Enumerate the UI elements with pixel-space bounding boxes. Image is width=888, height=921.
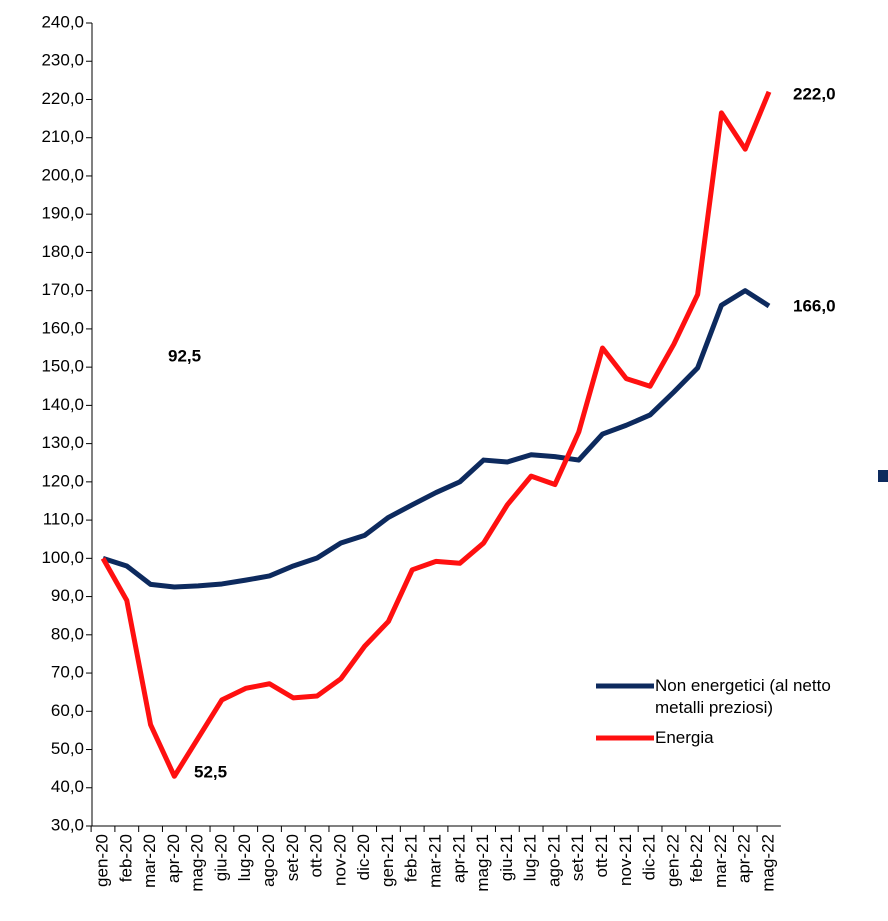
y-tick-label: 100,0 xyxy=(41,548,84,567)
y-tick-label: 160,0 xyxy=(41,318,84,337)
y-tick-label: 140,0 xyxy=(41,395,84,414)
x-tick-label: mar-22 xyxy=(711,834,730,888)
x-tick-label: mag-20 xyxy=(188,834,207,892)
series-line xyxy=(102,288,771,590)
legend-label: Non energetici (al netto metalli prezios… xyxy=(655,676,831,717)
y-tick-label: 200,0 xyxy=(41,165,84,184)
x-tick-label: giu-21 xyxy=(497,834,516,881)
y-tick-label: 80,0 xyxy=(51,624,84,643)
annotation: 222,0 xyxy=(793,84,836,103)
x-tick-label: feb-20 xyxy=(116,834,135,882)
x-tick-label: apr-20 xyxy=(164,834,183,883)
x-tick-label: nov-21 xyxy=(616,834,635,886)
x-tick-label: set-20 xyxy=(283,834,302,881)
series-line xyxy=(100,90,772,779)
y-tick-label: 240,0 xyxy=(41,12,84,31)
y-tick-label: 190,0 xyxy=(41,204,84,223)
x-tick-label: ott-20 xyxy=(307,834,326,877)
x-tick-label: mar-21 xyxy=(425,834,444,888)
x-tick-label: feb-22 xyxy=(687,834,706,882)
x-tick-label: apr-21 xyxy=(449,834,468,883)
x-tick-label: gen-20 xyxy=(92,834,111,887)
x-tick-label: mag-21 xyxy=(473,834,492,892)
y-tick-label: 150,0 xyxy=(41,357,84,376)
x-tick-label: ott-21 xyxy=(592,834,611,877)
y-tick-label: 110,0 xyxy=(43,510,84,529)
y-tick-label: 30,0 xyxy=(51,815,84,834)
y-tick-label: 230,0 xyxy=(41,51,84,70)
x-tick-label: giu-20 xyxy=(211,834,230,881)
x-tick-label: apr-22 xyxy=(735,834,754,883)
x-tick-label: ago-20 xyxy=(259,834,278,887)
x-tick-label: mag-22 xyxy=(758,834,777,892)
x-tick-label: gen-21 xyxy=(378,834,397,887)
y-tick-label: 130,0 xyxy=(41,433,84,452)
y-tick-label: 60,0 xyxy=(51,701,84,720)
annotation: 52,5 xyxy=(194,762,227,781)
y-tick-label: 120,0 xyxy=(41,471,84,490)
y-tick-label: 210,0 xyxy=(41,127,84,146)
x-tick-label: mar-20 xyxy=(140,834,159,888)
x-tick-label: gen-22 xyxy=(663,834,682,887)
x-tick-label: dic-20 xyxy=(354,834,373,880)
x-tick-label: nov-20 xyxy=(330,834,349,886)
x-tick-label: dic-21 xyxy=(640,834,659,880)
y-tick-label: 180,0 xyxy=(41,242,84,261)
x-tick-label: ago-21 xyxy=(544,834,563,887)
x-tick-label: feb-21 xyxy=(402,834,421,882)
x-tick-label: lug-21 xyxy=(521,834,540,881)
y-tick-label: 220,0 xyxy=(41,89,84,108)
x-tick-label: lug-20 xyxy=(235,834,254,881)
x-tick-label: set-21 xyxy=(568,834,587,881)
legend-label: Energia xyxy=(655,728,714,747)
y-tick-label: 90,0 xyxy=(51,586,84,605)
annotation: 92,5 xyxy=(168,346,201,365)
y-tick-label: 70,0 xyxy=(51,663,84,682)
y-tick-label: 40,0 xyxy=(51,777,84,796)
y-tick-label: 50,0 xyxy=(51,739,84,758)
decor-square xyxy=(878,470,888,482)
y-tick-label: 170,0 xyxy=(41,280,84,299)
annotation: 166,0 xyxy=(793,296,836,315)
